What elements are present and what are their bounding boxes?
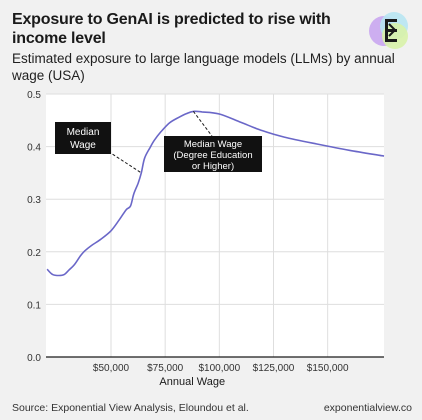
annotation-box	[55, 122, 111, 154]
annotation-label-line: Median Wage	[184, 139, 242, 150]
annotation-box	[164, 136, 262, 172]
x-tick-label: $50,000	[93, 363, 130, 374]
series-line	[46, 110, 385, 277]
annotation-leader	[192, 111, 213, 137]
y-tick-label: 0.2	[27, 248, 41, 259]
annotation-label-line: or Higher)	[192, 161, 234, 172]
y-tick-label: 0.0	[27, 353, 41, 364]
annotation-label-line: (Degree Education	[173, 150, 252, 161]
x-tick-label: $125,000	[253, 363, 295, 374]
annotation-label-line: Median	[67, 127, 100, 138]
y-tick-label: 0.4	[27, 143, 41, 154]
brand-url: exponentialview.co	[323, 402, 412, 414]
y-tick-label: 0.1	[27, 300, 41, 311]
x-tick-label: $100,000	[198, 363, 240, 374]
source-note: Source: Exponential View Analysis, Eloun…	[12, 402, 249, 414]
x-tick-label: $75,000	[147, 363, 184, 374]
chart-subtitle: Estimated exposure to large language mod…	[12, 51, 395, 83]
x-tick-label: $150,000	[307, 363, 349, 374]
annotation-leader	[99, 145, 142, 174]
y-tick-label: 0.5	[27, 90, 41, 101]
exponential-view-logo-icon	[369, 12, 408, 49]
annotation-label-line: Wage	[70, 140, 96, 151]
chart-title: Exposure to GenAI is predicted to rise w…	[12, 11, 331, 47]
x-axis-label: Annual Wage	[159, 376, 225, 388]
y-tick-label: 0.3	[27, 195, 41, 206]
